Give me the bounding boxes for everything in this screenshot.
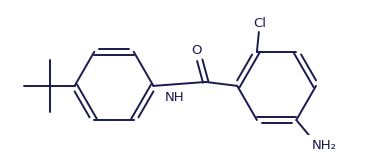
Text: NH₂: NH₂ — [312, 139, 337, 152]
Text: O: O — [191, 44, 202, 57]
Text: NH: NH — [165, 91, 184, 104]
Text: Cl: Cl — [253, 17, 266, 30]
